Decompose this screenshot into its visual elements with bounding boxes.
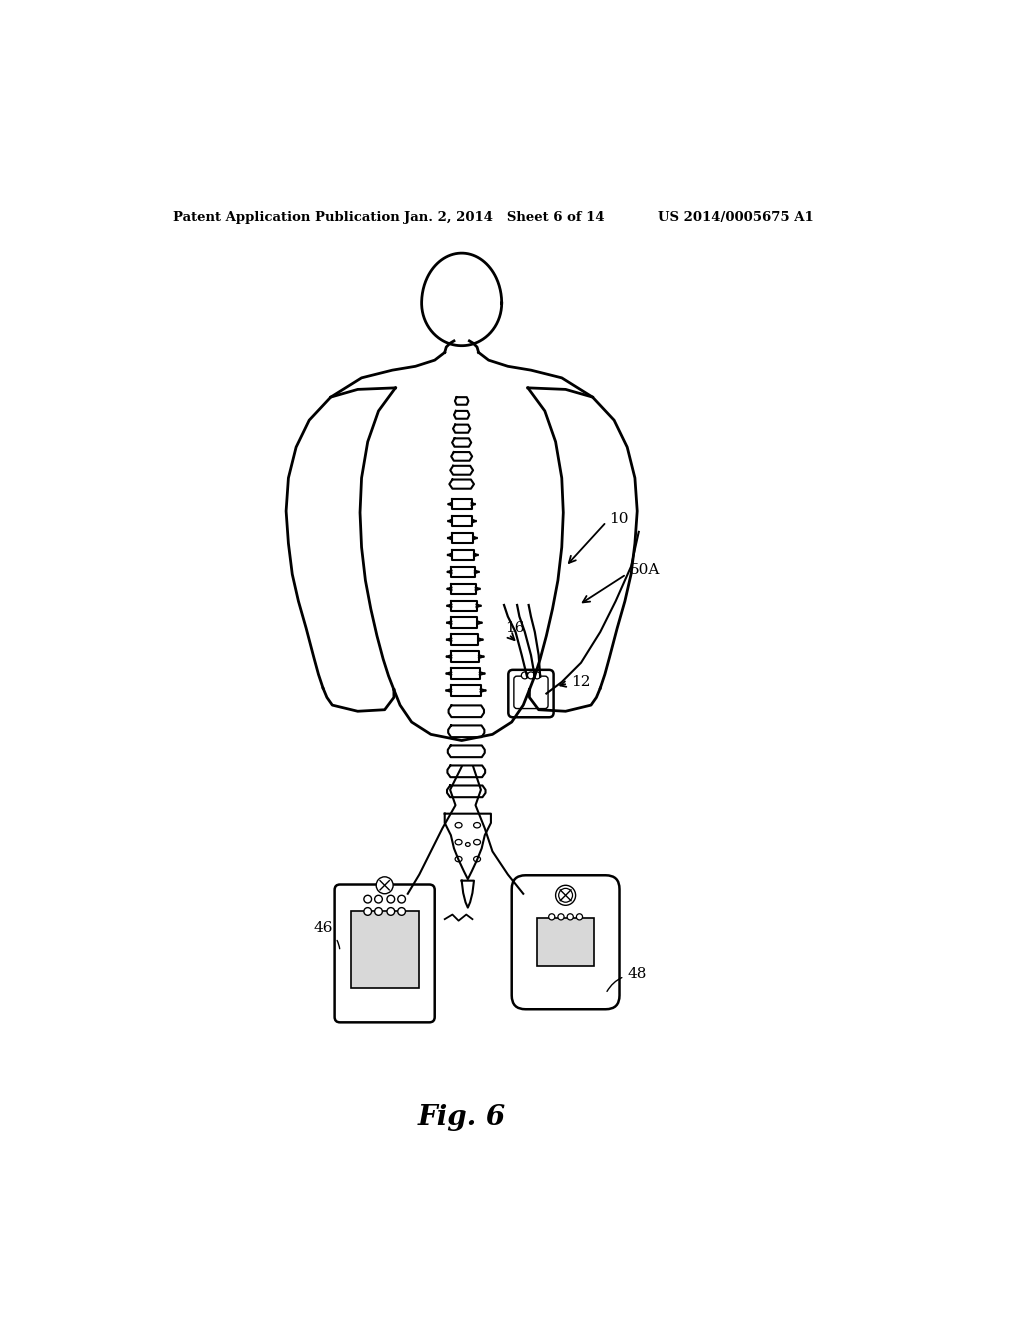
Circle shape xyxy=(521,672,528,678)
Circle shape xyxy=(549,913,555,920)
Circle shape xyxy=(397,908,406,915)
Circle shape xyxy=(567,913,573,920)
Circle shape xyxy=(534,672,541,678)
FancyBboxPatch shape xyxy=(351,911,419,987)
Circle shape xyxy=(375,908,382,915)
FancyBboxPatch shape xyxy=(512,875,620,1010)
Text: 50A: 50A xyxy=(630,564,659,577)
Circle shape xyxy=(364,908,372,915)
Text: 48: 48 xyxy=(607,968,646,991)
Circle shape xyxy=(527,672,535,678)
Circle shape xyxy=(376,876,393,894)
Circle shape xyxy=(397,895,406,903)
Text: Jan. 2, 2014   Sheet 6 of 14: Jan. 2, 2014 Sheet 6 of 14 xyxy=(403,211,604,224)
FancyBboxPatch shape xyxy=(335,884,435,1022)
Text: 46: 46 xyxy=(313,921,340,949)
Circle shape xyxy=(375,895,382,903)
Text: 16: 16 xyxy=(506,622,525,635)
Text: Patent Application Publication: Patent Application Publication xyxy=(173,211,399,224)
Circle shape xyxy=(577,913,583,920)
Circle shape xyxy=(387,895,394,903)
Circle shape xyxy=(364,895,372,903)
Text: 10: 10 xyxy=(609,512,629,525)
FancyBboxPatch shape xyxy=(508,669,554,717)
Text: 12: 12 xyxy=(571,675,591,689)
Circle shape xyxy=(556,886,575,906)
Text: Fig. 6: Fig. 6 xyxy=(418,1104,506,1130)
Circle shape xyxy=(387,908,394,915)
Circle shape xyxy=(558,913,564,920)
FancyBboxPatch shape xyxy=(538,919,594,966)
Text: US 2014/0005675 A1: US 2014/0005675 A1 xyxy=(658,211,814,224)
